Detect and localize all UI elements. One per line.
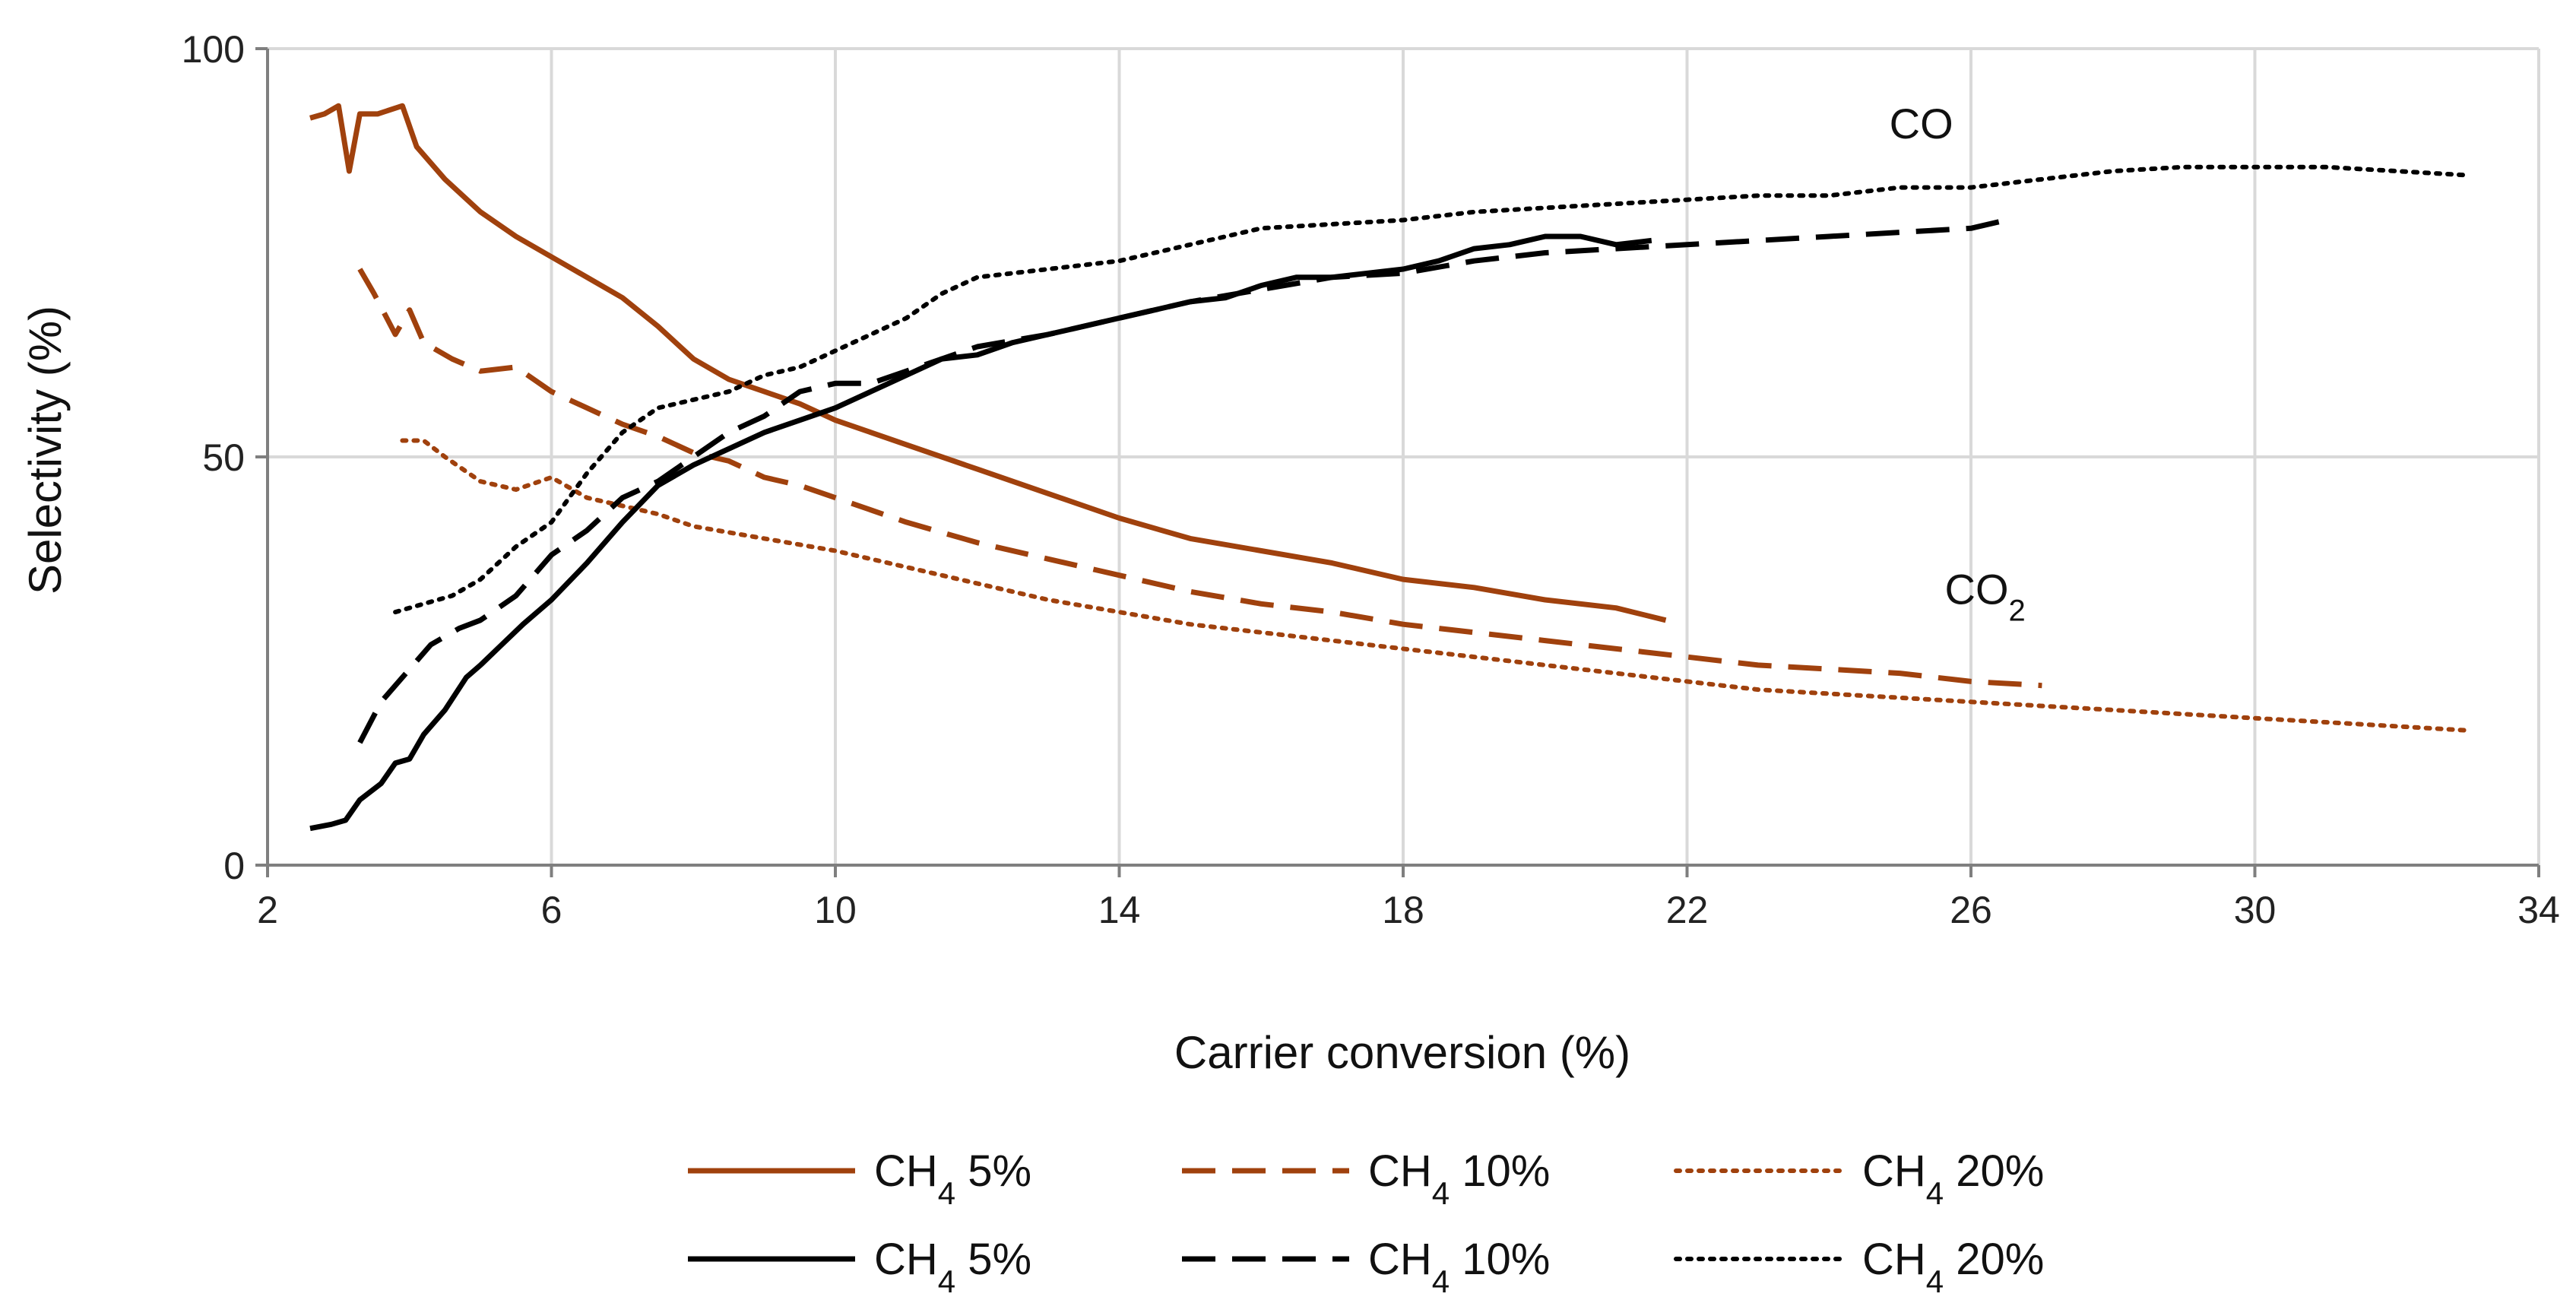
y-axis-title: Selectivity (%): [20, 306, 71, 595]
series-line-co-solid: [309, 233, 1652, 832]
legend: CH4 5% CH4 10% CH4 20% CH4 5% CH4 10% CH4 20%: [688, 1146, 2044, 1299]
legend-label: CH4 20%: [1862, 1146, 2044, 1211]
x-tick-label: 10: [814, 889, 857, 931]
series-line-co2-dashed: [357, 268, 2042, 689]
x-tick-label: 18: [1382, 889, 1424, 931]
y-tick-label: 50: [202, 436, 245, 479]
series-line-co2-solid: [309, 103, 1667, 623]
x-tick-label: 30: [2234, 889, 2277, 931]
legend-entry: CH4 5%: [688, 1146, 1031, 1211]
annotation-co2: CO2: [1945, 565, 2026, 627]
annotation-co: CO: [1890, 100, 1953, 147]
x-tick-label: 2: [257, 889, 278, 931]
legend-label: CH4 10%: [1368, 1235, 1550, 1299]
legend-entry: CH4 10%: [1182, 1235, 1550, 1299]
x-tick-label: 22: [1666, 889, 1709, 931]
x-axis-title: Carrier conversion (%): [1174, 1027, 1630, 1078]
x-tick-label: 14: [1098, 889, 1141, 931]
legend-entry: CH4 20%: [1674, 1235, 2044, 1299]
axes: [255, 47, 2540, 877]
x-tick-label: 26: [1950, 889, 1992, 931]
series-line-co-dotted: [393, 164, 2470, 615]
annotations: CO CO2: [1890, 100, 2026, 627]
grid-lines: [268, 47, 2540, 865]
legend-label: CH4 5%: [874, 1235, 1031, 1299]
legend-label: CH4 10%: [1368, 1146, 1550, 1211]
y-tick-label: 0: [223, 845, 245, 887]
series-line-co-dashed: [357, 217, 2007, 744]
legend-label: CH4 20%: [1862, 1235, 2044, 1299]
legend-entry: CH4 10%: [1182, 1146, 1550, 1211]
x-tick-label: 6: [541, 889, 562, 931]
x-tick-label: 34: [2517, 889, 2560, 931]
legend-entry: CH4 5%: [688, 1235, 1031, 1299]
series-group: [309, 103, 2470, 832]
legend-label: CH4 5%: [874, 1146, 1031, 1211]
y-tick-label: 100: [182, 28, 245, 71]
legend-entry: CH4 20%: [1674, 1146, 2044, 1211]
